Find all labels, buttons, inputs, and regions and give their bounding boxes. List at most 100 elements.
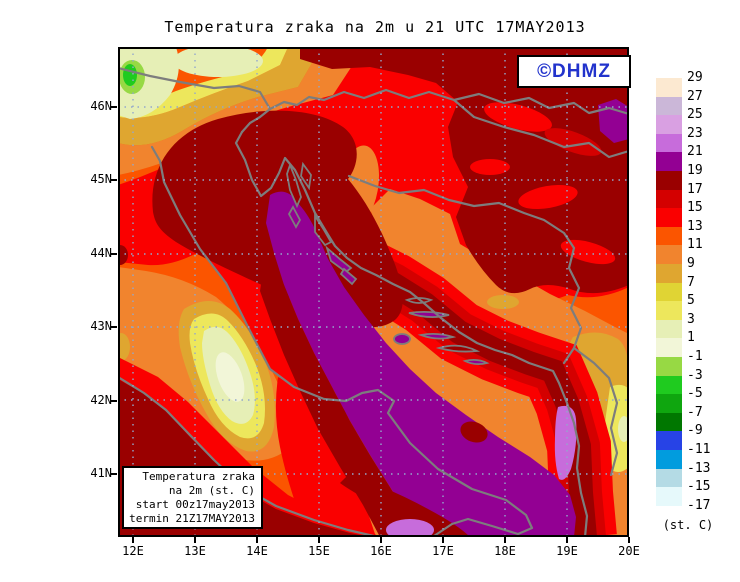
info-line: Temperatura zraka bbox=[142, 470, 255, 483]
y-axis-tick bbox=[111, 252, 117, 255]
legend-label: 19 bbox=[687, 163, 703, 178]
legend-label: 11 bbox=[687, 237, 703, 253]
x-axis-tick bbox=[318, 537, 320, 543]
island bbox=[300, 161, 312, 191]
legend-cell bbox=[656, 412, 682, 432]
legend-label: 1 bbox=[687, 330, 695, 346]
temp-region-gold-nw bbox=[118, 47, 324, 146]
run-info-box: Temperatura zraka na 2m (st. C) start 00… bbox=[122, 466, 263, 529]
legend-cell bbox=[656, 96, 682, 116]
x-axis-label: 19E bbox=[556, 544, 578, 558]
legend-cell bbox=[656, 208, 682, 227]
legend-cell bbox=[656, 431, 682, 450]
coastlines-and-borders bbox=[116, 66, 631, 539]
island bbox=[417, 332, 457, 340]
legend-label: -5 bbox=[687, 386, 703, 402]
x-axis-tick bbox=[504, 537, 506, 543]
y-axis-label: 43N bbox=[90, 319, 112, 334]
legend-cell bbox=[656, 468, 682, 488]
legend-cell bbox=[656, 357, 682, 376]
legend-label: 23 bbox=[687, 125, 703, 141]
legend-label: -7 bbox=[687, 404, 703, 420]
legend-cell bbox=[656, 171, 682, 190]
info-line: start 00z17may2013 bbox=[135, 498, 255, 511]
legend-label: 25 bbox=[687, 107, 703, 123]
temp-region-red-puglia bbox=[275, 377, 376, 537]
legend-cell bbox=[656, 450, 682, 469]
legend-label: -15 bbox=[687, 479, 711, 495]
legend-label: 21 bbox=[687, 144, 703, 160]
legend-label: -1 bbox=[687, 349, 703, 364]
border-north-chain bbox=[240, 88, 631, 134]
map-canvas bbox=[112, 45, 631, 541]
info-line: na 2m (st. C) bbox=[168, 484, 255, 497]
legend-cell bbox=[656, 264, 682, 283]
legend-cell bbox=[656, 319, 682, 339]
border-sava-drina bbox=[347, 174, 583, 365]
legend-label: 29 bbox=[687, 70, 703, 85]
temp-region-adriatic-sea bbox=[266, 191, 576, 537]
x-axis-label: 18E bbox=[494, 544, 516, 558]
legend-cell bbox=[656, 226, 682, 246]
border-drava bbox=[452, 98, 631, 159]
x-axis-label: 15E bbox=[308, 544, 330, 558]
map-frame bbox=[118, 47, 629, 537]
x-axis-label: 14E bbox=[246, 544, 268, 558]
coastline-italy-adriatic bbox=[150, 145, 534, 538]
legend-cell bbox=[656, 245, 682, 264]
y-axis-tick bbox=[111, 179, 117, 182]
x-axis-tick bbox=[194, 537, 196, 543]
temp-streak-red-3 bbox=[560, 239, 616, 265]
y-axis-label: 46N bbox=[90, 99, 112, 113]
y-axis-tick bbox=[111, 326, 117, 329]
island bbox=[462, 358, 490, 366]
dhmz-watermark: ©DHMZ bbox=[517, 55, 631, 88]
info-line: termin 21Z17MAY2013 bbox=[129, 512, 255, 525]
x-axis-label: 13E bbox=[184, 544, 206, 558]
temp-region-maroon-westcoast-band bbox=[260, 259, 418, 537]
legend-label: -17 bbox=[687, 497, 711, 513]
legend-cell bbox=[656, 338, 682, 357]
border-montenegro bbox=[572, 346, 619, 477]
temp-region-cream-apennines bbox=[215, 352, 245, 402]
temp-region-gold-bosnia bbox=[487, 295, 519, 309]
x-axis-label: 12E bbox=[122, 544, 144, 558]
legend-cell bbox=[656, 487, 682, 506]
island bbox=[435, 344, 481, 353]
legend-cell bbox=[656, 152, 682, 171]
legend-label: -9 bbox=[687, 423, 703, 439]
page-title: Temperatura zraka na 2m u 21 UTC 17MAY20… bbox=[164, 18, 586, 36]
temp-streak-midred bbox=[544, 128, 602, 156]
y-axis-tick bbox=[111, 399, 117, 402]
temp-region-purple-northeast-patch bbox=[598, 99, 629, 143]
legend-label: 27 bbox=[687, 88, 703, 104]
y-axis-label: 41N bbox=[90, 466, 112, 480]
y-axis-label: 45N bbox=[90, 172, 112, 187]
x-axis-label: 16E bbox=[370, 544, 392, 558]
x-axis-tick bbox=[380, 537, 382, 543]
legend-label: 13 bbox=[687, 218, 703, 234]
x-axis-label: 17E bbox=[432, 544, 454, 558]
legend-label: 5 bbox=[687, 293, 695, 309]
y-axis-tick bbox=[111, 106, 117, 108]
legend-cell bbox=[656, 282, 682, 302]
island bbox=[393, 333, 411, 345]
temp-streak-red-2 bbox=[518, 184, 578, 210]
y-axis-tick bbox=[111, 473, 117, 475]
x-axis-tick bbox=[256, 537, 258, 543]
x-axis-tick bbox=[628, 537, 630, 543]
legend-cell bbox=[656, 301, 682, 320]
legend-label: 7 bbox=[687, 274, 695, 290]
legend-cell bbox=[656, 133, 682, 153]
x-axis-tick bbox=[132, 537, 134, 543]
legend-cell bbox=[656, 115, 682, 134]
island bbox=[286, 162, 302, 209]
temp-region-green-corner bbox=[123, 64, 137, 86]
legend-label: 15 bbox=[687, 200, 703, 216]
x-axis-tick bbox=[566, 537, 568, 543]
y-axis-label: 44N bbox=[90, 245, 112, 260]
legend-cell bbox=[656, 189, 682, 209]
island bbox=[287, 205, 302, 229]
x-axis-tick bbox=[442, 537, 444, 543]
